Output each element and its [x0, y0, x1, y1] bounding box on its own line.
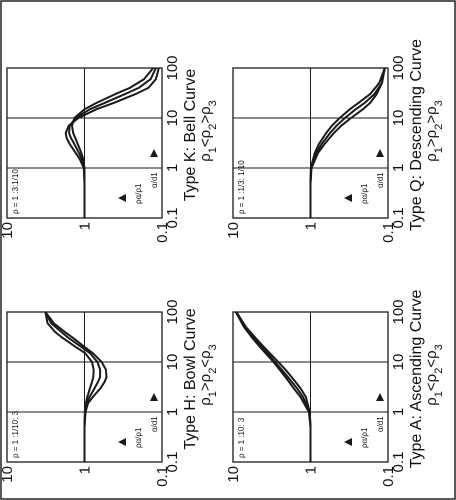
- ratio-label: ρ = 1 :1/10: 3: [11, 410, 20, 458]
- relation-symbol: ρ: [423, 350, 440, 359]
- up-arrow-icon: [118, 438, 126, 446]
- chart-title: Type Q: Descending Curve: [408, 39, 425, 231]
- series-line-1: [64, 67, 160, 218]
- relation-subscript: 1: [433, 147, 445, 153]
- axis-hint-x: α/d1: [150, 172, 159, 188]
- panel-type-q: 0.1 1 10 100 0.1 1 10 ρ = 1 :1/3: 1/10 ρα/ρ1 α/d1…: [225, 39, 445, 243]
- y-tick-label: 0.1: [380, 466, 397, 487]
- y-tick-label: 0.1: [154, 222, 171, 243]
- chart-title: Type H: Bowl Curve: [182, 308, 199, 449]
- relation-symbol: <: [197, 359, 214, 368]
- axis-hint-x: α/d1: [376, 416, 385, 432]
- relation-symbol: <: [423, 359, 440, 368]
- ratio-label: ρ = 1 :1/3: 1/10: [237, 160, 246, 214]
- axis-hint-x: α/d1: [376, 172, 385, 188]
- relation-symbol: <: [197, 138, 214, 147]
- series-line-3: [309, 67, 386, 218]
- x-tick-label: 1: [164, 408, 181, 416]
- relation-symbol: ρ: [197, 350, 214, 359]
- relation-subscript: 2: [207, 124, 219, 130]
- y-tick-label: 10: [225, 222, 242, 239]
- relation-symbol: ρ: [197, 397, 214, 406]
- x-tick-label: 10: [390, 354, 407, 371]
- right-arrow-icon: [150, 393, 158, 401]
- axis-hint-x: α/d1: [150, 416, 159, 432]
- y-tick-label: 10: [0, 222, 16, 239]
- axis-hint-y: ρα/ρ1: [360, 183, 369, 204]
- y-tick-label: 1: [77, 222, 94, 230]
- y-tick-label: 0.1: [154, 466, 171, 487]
- chart-title: Type K: Bell Curve: [182, 69, 199, 202]
- relation-symbol: ρ: [197, 153, 214, 162]
- right-arrow-icon: [376, 393, 384, 401]
- relation-subscript: 3: [207, 100, 219, 106]
- x-tick-label: 0.1: [164, 452, 181, 473]
- x-tick-label: 0.1: [164, 208, 181, 229]
- relation-subscript: 1: [207, 147, 219, 153]
- relation-symbol: ρ: [423, 397, 440, 406]
- x-tick-label: 1: [164, 164, 181, 172]
- series-line-3: [44, 311, 95, 462]
- relation-subscript: 1: [207, 391, 219, 397]
- relation-symbol: ρ: [423, 374, 440, 383]
- x-tick-label: 1: [390, 408, 407, 416]
- relation-symbol: <: [423, 382, 440, 391]
- y-tick-label: 1: [303, 222, 320, 230]
- up-arrow-icon: [118, 194, 126, 202]
- relation-subscript: 2: [433, 368, 445, 374]
- relation-subscript: 2: [433, 124, 445, 130]
- x-tick-label: 10: [164, 354, 181, 371]
- y-tick-label: 10: [225, 466, 242, 483]
- resistivity-relation: ρ1>ρ2>ρ3: [423, 100, 445, 162]
- x-tick-label: 10: [390, 110, 407, 127]
- x-tick-label: 1: [390, 164, 407, 172]
- right-arrow-icon: [150, 149, 158, 157]
- relation-symbol: >: [423, 115, 440, 124]
- relation-symbol: >: [197, 115, 214, 124]
- x-tick-label: 0.1: [390, 208, 407, 229]
- relation-subscript: 3: [207, 344, 219, 350]
- relation-subscript: 3: [433, 344, 445, 350]
- relation-symbol: ρ: [197, 130, 214, 139]
- chart-title: Type A: Ascending Curve: [408, 290, 425, 469]
- axis-hint-y: ρα/ρ1: [134, 427, 143, 448]
- relation-symbol: ρ: [197, 374, 214, 383]
- x-tick-label: 10: [164, 110, 181, 127]
- ratio-label: ρ = 1 :10: 3: [237, 417, 246, 458]
- resistivity-relation: ρ1<ρ2>ρ3: [197, 100, 219, 162]
- relation-symbol: ρ: [423, 153, 440, 162]
- panel-type-a: 0.1 1 10 100 0.1 1 10 ρ = 1 :10: 3 ρα/ρ1 α/d1 Type…: [225, 290, 445, 487]
- relation-symbol: ρ: [197, 106, 214, 115]
- series-line-3: [71, 67, 154, 218]
- right-arrow-icon: [376, 149, 384, 157]
- x-tick-label: 100: [164, 55, 181, 80]
- y-tick-label: 1: [303, 466, 320, 474]
- up-arrow-icon: [344, 438, 352, 446]
- y-tick-label: 0.1: [380, 222, 397, 243]
- up-arrow-icon: [344, 194, 352, 202]
- y-tick-label: 10: [0, 466, 16, 483]
- x-tick-label: 0.1: [390, 452, 407, 473]
- axis-hint-y: ρα/ρ1: [360, 427, 369, 448]
- x-tick-label: 100: [164, 299, 181, 324]
- resistivity-relation: ρ1>ρ2<ρ3: [197, 344, 219, 406]
- relation-symbol: ρ: [423, 106, 440, 115]
- relation-subscript: 2: [207, 368, 219, 374]
- series-line-3: [235, 311, 312, 462]
- relation-subscript: 1: [433, 391, 445, 397]
- resistivity-relation: ρ1<ρ2<ρ3: [423, 344, 445, 406]
- y-tick-label: 1: [77, 466, 94, 474]
- panel-type-k: 0.1 1 10 100 0.1 1 10 ρ = 1 :3:1/10 ρα/ρ1 α/d1 Typ…: [0, 55, 219, 242]
- relation-symbol: ρ: [423, 130, 440, 139]
- relation-symbol: >: [197, 382, 214, 391]
- axis-hint-y: ρα/ρ1: [134, 183, 143, 204]
- panel-type-h: 0.1 1 10 100 0.1 1 10 ρ = 1 :1/10: 3 ρα/ρ1 α/d1 Ty…: [0, 299, 219, 486]
- ratio-label: ρ = 1 :3:1/10: [11, 169, 20, 214]
- relation-symbol: >: [423, 138, 440, 147]
- relation-subscript: 3: [433, 100, 445, 106]
- x-tick-label: 100: [390, 299, 407, 324]
- x-tick-label: 100: [390, 55, 407, 80]
